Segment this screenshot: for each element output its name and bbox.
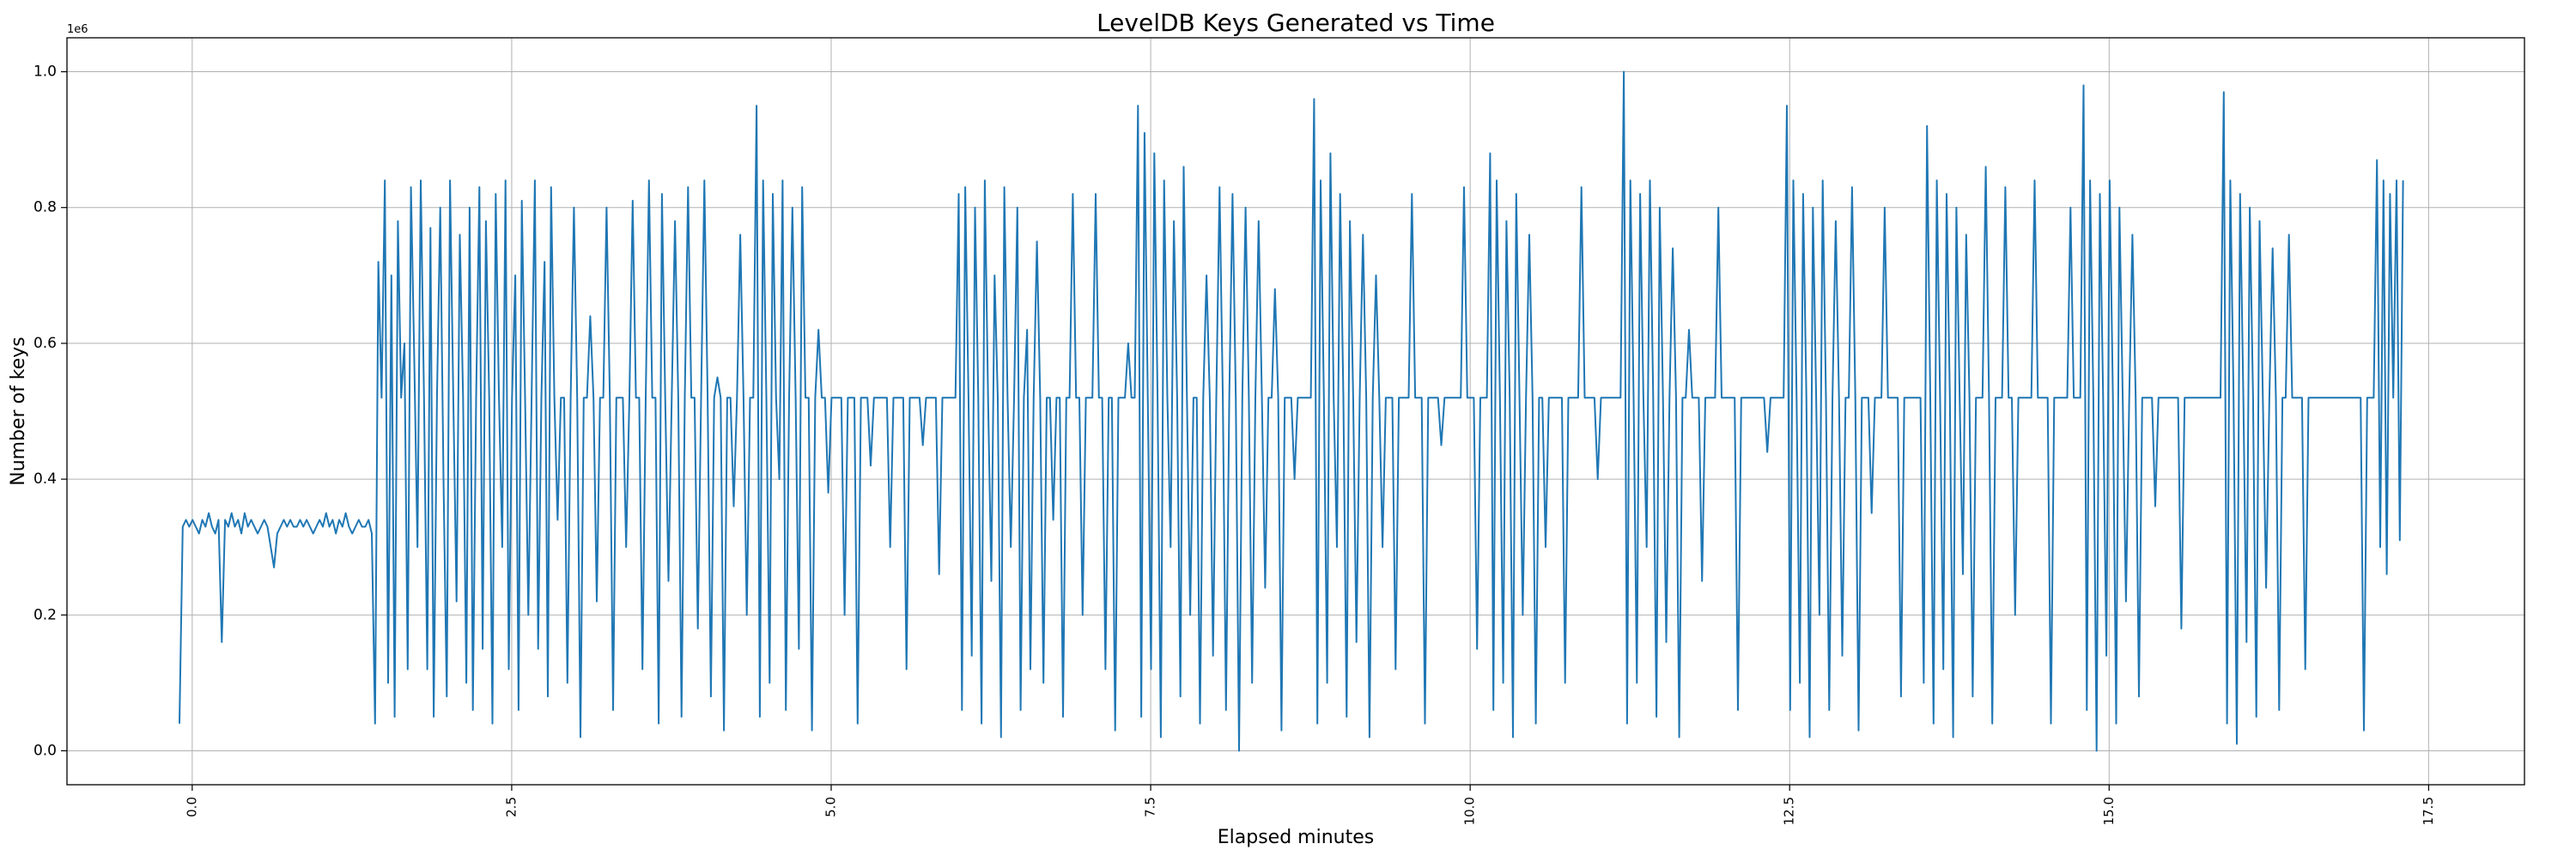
x-tick-label: 0.0 [184, 797, 199, 817]
x-tick-label: 17.5 [2421, 797, 2436, 825]
x-tick-label: 15.0 [2101, 797, 2117, 825]
x-tick-label: 10.0 [1462, 797, 1478, 825]
y-axis-label: Number of keys [8, 337, 29, 486]
axes-frame [66, 37, 2525, 786]
series-layer [179, 70, 2404, 752]
y-tick-label: 0.8 [33, 199, 57, 216]
ticks: 0.0 2.5 5.0 7.5 10.0 12.5 15.0 17.5 0.0 0.2 0.4 0.6… [33, 64, 2436, 826]
y-tick-label: 1.0 [33, 64, 57, 81]
y-tick-label: 0.2 [33, 606, 57, 623]
chart-title: LevelDB Keys Generated vs Time [1097, 9, 1495, 37]
x-tick-label: 5.0 [823, 797, 839, 817]
y-tick-label: 0.0 [33, 742, 57, 759]
x-axis-label: Elapsed minutes [1218, 827, 1374, 848]
y-axis-offset-label: 1e6 [67, 23, 88, 36]
x-tick-label: 2.5 [503, 797, 519, 817]
y-tick-label: 0.4 [33, 470, 57, 488]
series-line-keys [179, 70, 2404, 752]
x-tick-label: 7.5 [1143, 797, 1158, 817]
y-tick-label: 0.6 [33, 335, 57, 352]
x-tick-label: 12.5 [1782, 797, 1797, 825]
